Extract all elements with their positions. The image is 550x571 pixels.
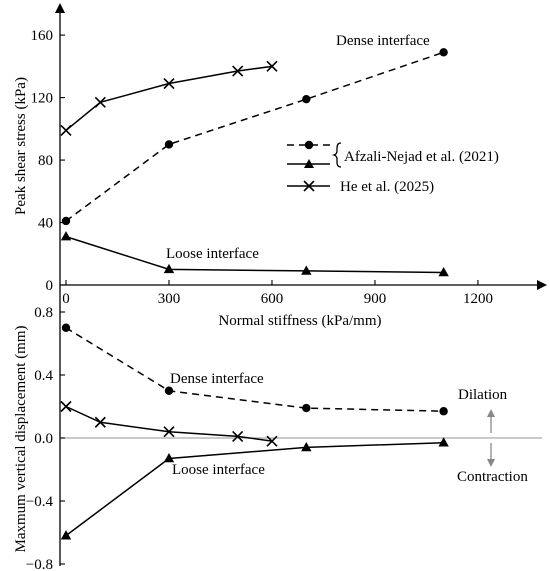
top-loose-point (60, 231, 72, 241)
bottom-loose-point (301, 441, 312, 452)
bottom-y-tick-label: −0.4 (26, 494, 54, 510)
legend-afzali-label: Afzali-Nejad et al. (2021) (344, 149, 499, 165)
top-loose-point (438, 267, 449, 277)
bottom-loose-line (65, 441, 444, 537)
top-loose-line (65, 235, 444, 274)
top-dense-point (164, 140, 174, 149)
top-y-tick-label: 80 (38, 153, 53, 169)
bottom-dense-point (164, 386, 174, 395)
bottom-dense-point (302, 403, 311, 413)
bottom-y-tick-label: 0.8 (34, 305, 53, 321)
series-layer (65, 51, 444, 537)
bottom-dense-point (61, 323, 71, 332)
axis-ticks: 0 300 600 900 1200 0 40 80 120 160 −0.8 −0.4 0.0 0.4 0… (26, 28, 493, 571)
top-dense-line (65, 51, 444, 222)
top-he-point (232, 65, 244, 77)
top-he-point (163, 77, 175, 90)
bottom-loose-point (163, 452, 175, 463)
legend-he-label: He et al. (2025) (340, 179, 434, 195)
x-tick-label: 900 (364, 291, 387, 307)
top-loose-point (301, 265, 312, 275)
bottom-dense-point (439, 407, 448, 416)
x-tick-label: 600 (261, 291, 284, 307)
x-tick-label: 0 (62, 291, 70, 307)
bottom-he-point (232, 430, 244, 442)
top-y-tick-label: 160 (31, 28, 54, 44)
legend: Afzali-Nejad et al. (2021) He et al. (20… (287, 140, 499, 195)
bottom-loose-interface-label: Loose interface (172, 462, 265, 478)
bottom-he-point (163, 426, 175, 438)
bottom-dense-interface-label: Dense interface (170, 371, 264, 387)
top-y-tick-label: 0 (46, 278, 54, 294)
top-dense-interface-label: Dense interface (336, 33, 430, 49)
top-y-tick-label: 40 (38, 216, 53, 232)
contraction-label: Contraction (457, 469, 528, 485)
top-he-point (60, 124, 72, 136)
bottom-y-axis-label: Maxmum vertical displacement (mm) (13, 325, 29, 552)
top-loose-point (163, 263, 175, 274)
legend-he-marker (303, 180, 315, 192)
marker-layer (60, 48, 449, 540)
x-axis-label: Normal stiffness (kPa/mm) (218, 313, 381, 329)
top-dense-point (439, 48, 448, 57)
top-dense-point (302, 94, 311, 104)
bottom-he-point (94, 416, 106, 428)
bottom-he-point (60, 400, 72, 413)
bottom-y-tick-label: 0.4 (34, 368, 53, 384)
bottom-loose-point (60, 530, 72, 540)
bottom-y-tick-label: −0.8 (26, 557, 53, 571)
x-tick-label: 1200 (463, 291, 493, 307)
top-loose-interface-label: Loose interface (166, 246, 259, 262)
bottom-dense-line (65, 327, 444, 412)
top-y-axis-label: Peak shear stress (kPa) (13, 77, 29, 215)
top-he-point (266, 60, 278, 72)
top-dense-point (61, 216, 71, 226)
bottom-he-line (65, 405, 273, 442)
x-tick-label: 300 (158, 291, 181, 307)
top-he-point (94, 96, 106, 108)
top-y-tick-label: 120 (31, 91, 54, 107)
legend-bracket (331, 142, 342, 168)
legend-loose-marker (304, 159, 314, 168)
bottom-he-point (266, 435, 278, 447)
dilation-label: Dilation (458, 387, 508, 403)
legend-dense-marker (304, 140, 314, 150)
bottom-loose-point (438, 437, 449, 447)
bottom-y-tick-label: 0.0 (34, 431, 53, 447)
